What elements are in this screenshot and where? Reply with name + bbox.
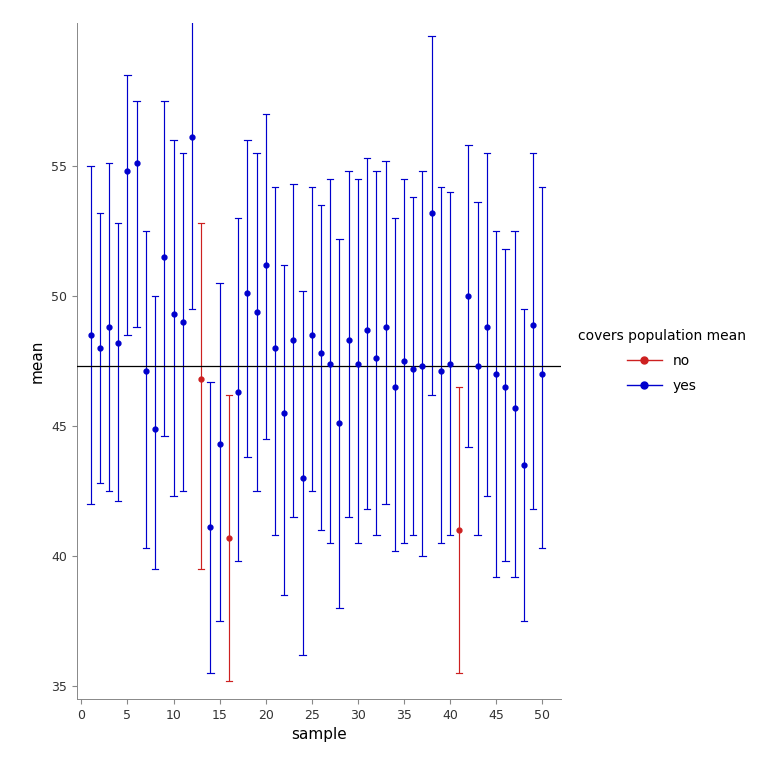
- Y-axis label: mean: mean: [29, 339, 44, 382]
- Legend: no, yes: no, yes: [572, 323, 752, 399]
- X-axis label: sample: sample: [291, 727, 346, 742]
